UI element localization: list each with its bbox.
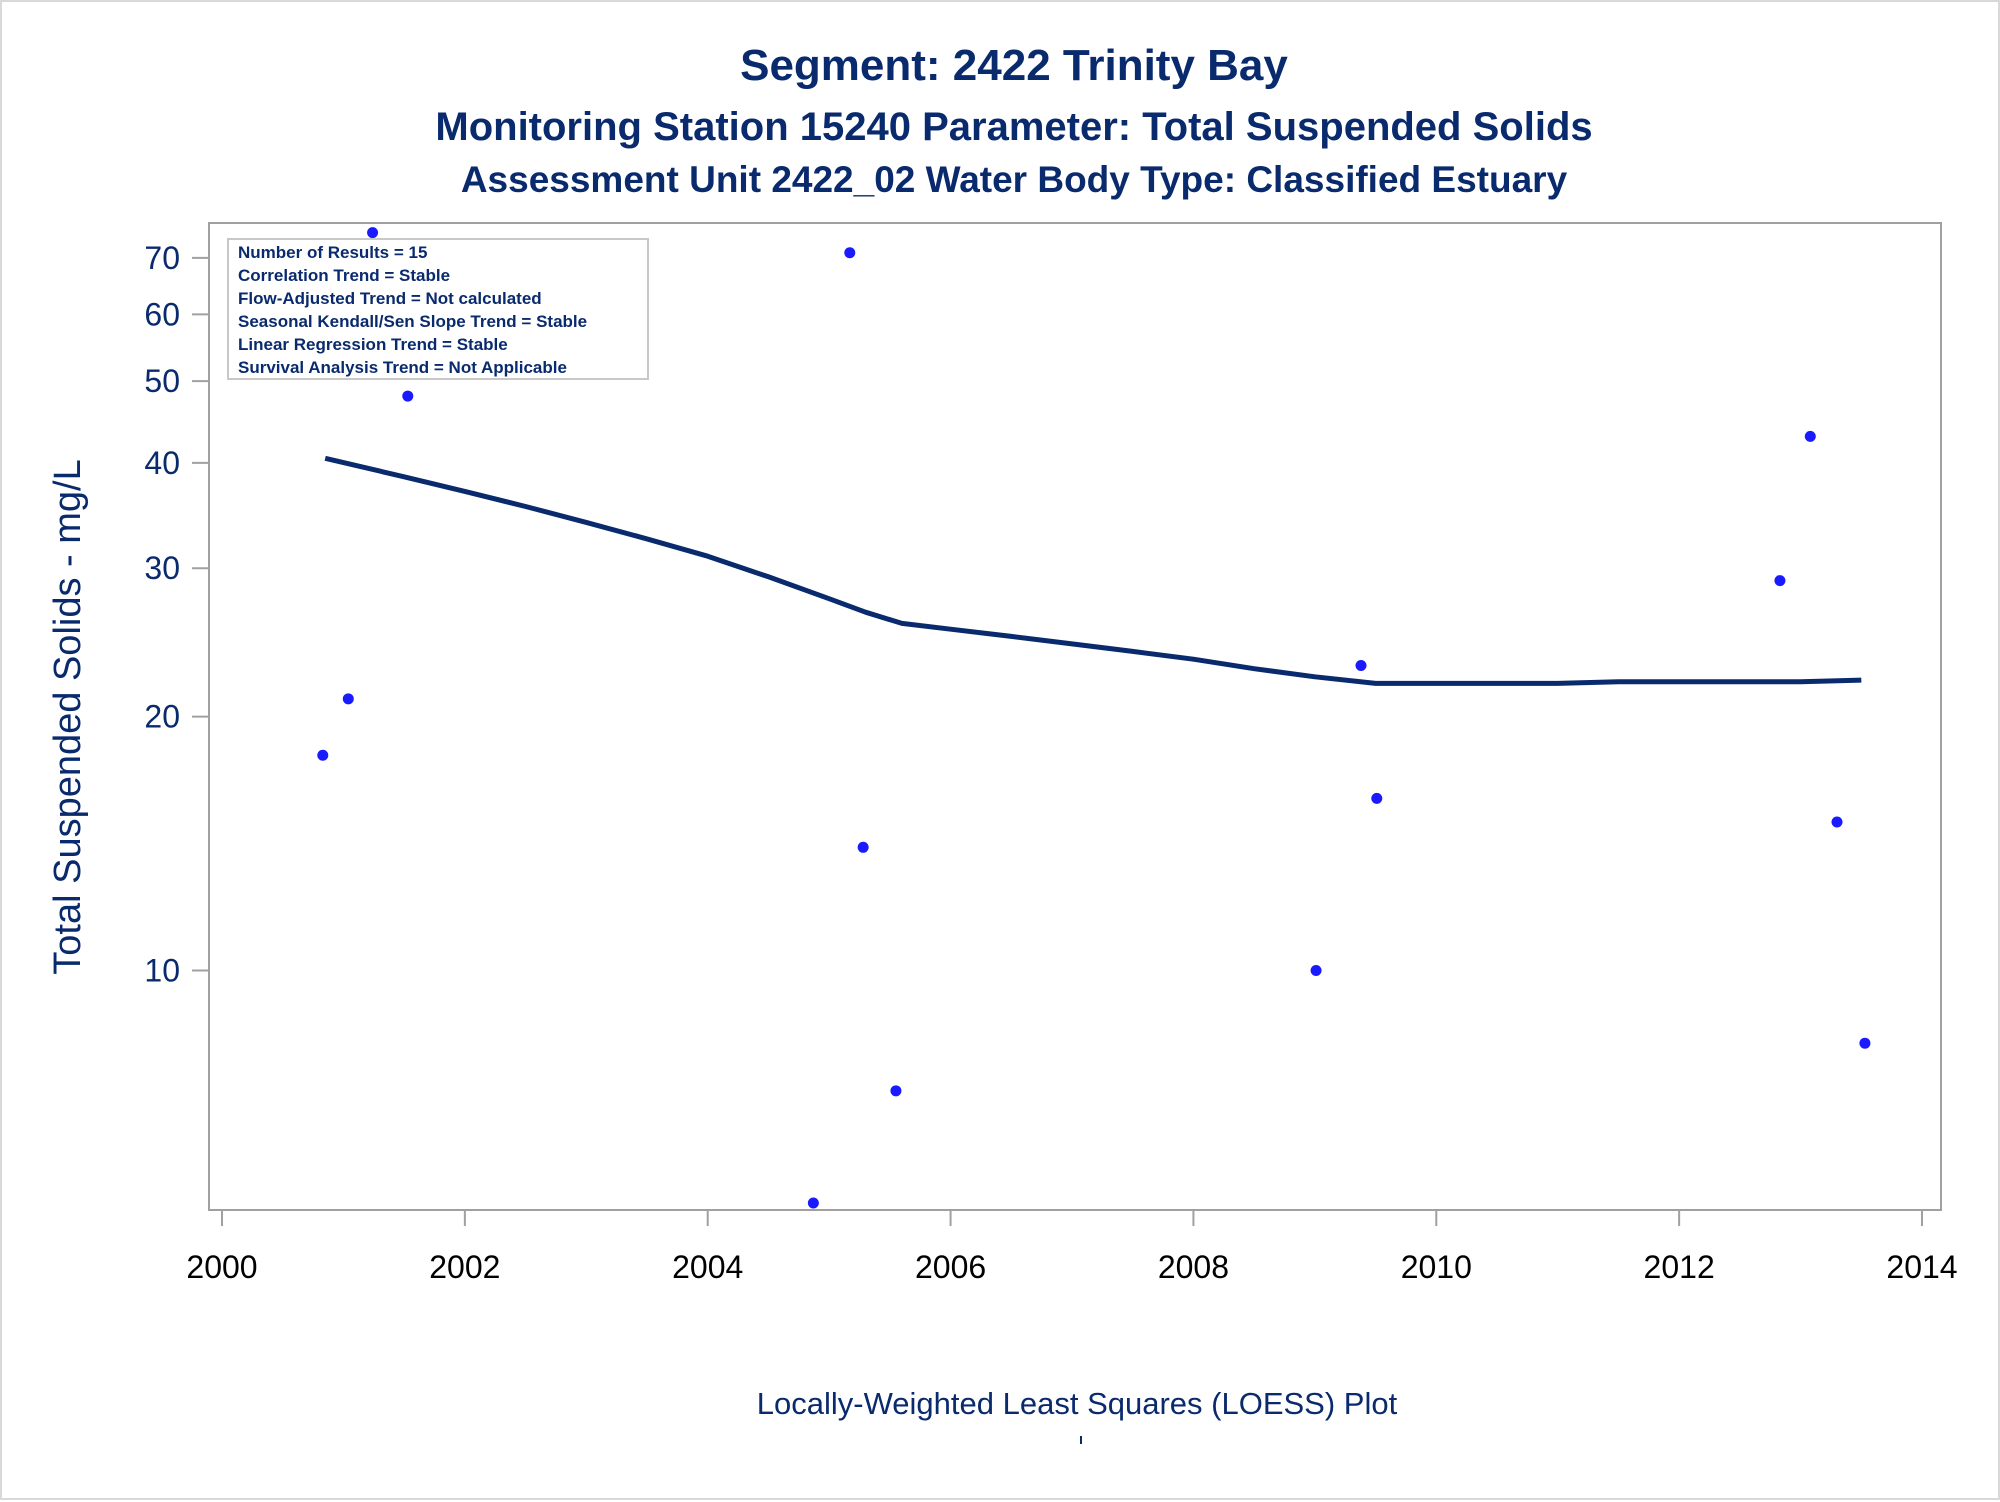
data-point [1310,965,1322,977]
y-axis-label: Total Suspended Solids - mg/L [47,459,89,974]
x-tick-label: 2006 [915,1249,986,1285]
y-tick-label: 70 [144,240,180,276]
x-tick-label: 2012 [1644,1249,1715,1285]
x-tick-label: 2000 [186,1249,257,1285]
data-point [1831,816,1843,828]
data-point [317,749,329,761]
data-point [1371,792,1383,804]
stat-line: Seasonal Kendall/Sen Slope Trend = Stabl… [238,312,587,331]
y-tick-label: 10 [144,953,180,989]
x-tick-label: 2004 [672,1249,743,1285]
data-point [1355,660,1367,672]
x-tick-label: 2008 [1158,1249,1229,1285]
stat-line: Survival Analysis Trend = Not Applicable [238,358,567,377]
y-tick-label: 30 [144,550,180,586]
data-point [402,390,414,402]
data-point [367,227,379,239]
y-tick-label: 20 [144,699,180,735]
data-point [807,1197,819,1209]
data-point [890,1085,902,1097]
loess-series [324,455,1862,686]
stats-box-border [227,238,649,380]
chart-title: Segment: 2422 Trinity Bay [740,41,1288,90]
stat-line: Linear Regression Trend = Stable [238,335,508,354]
x-tick-label: 2002 [429,1249,500,1285]
data-point [1859,1037,1871,1049]
data-point [857,841,869,853]
y-tick-label: 50 [144,363,180,399]
stat-line: Flow-Adjusted Trend = Not calculated [238,289,542,308]
stat-line: Number of Results = 15 [238,243,427,262]
x-axis: 2000 2002 2004 2006 2008 2010 2012 2014 [186,1210,1958,1285]
y-tick-label: 40 [144,445,180,481]
data-point [342,693,354,705]
stats-box: Number of Results = 15 Correlation Trend… [227,238,649,380]
x-tick-label: 2010 [1401,1249,1472,1285]
chart-subtitle: Monitoring Station 15240 Parameter: Tota… [435,105,1592,149]
scatter-series [317,227,1871,1209]
y-tick-label: 60 [144,296,180,332]
y-axis: 10 20 30 40 50 60 70 [144,240,209,989]
chart-subtitle-2: Assessment Unit 2422_02 Water Body Type:… [461,159,1568,200]
data-point [844,247,856,259]
x-tick-label: 2014 [1886,1249,1957,1285]
stat-line: Correlation Trend = Stable [238,266,450,285]
data-point [1774,575,1786,587]
footnote: Locally-Weighted Least Squares (LOESS) P… [757,1386,1398,1421]
data-point [1804,430,1816,442]
loess-line [324,455,1862,686]
